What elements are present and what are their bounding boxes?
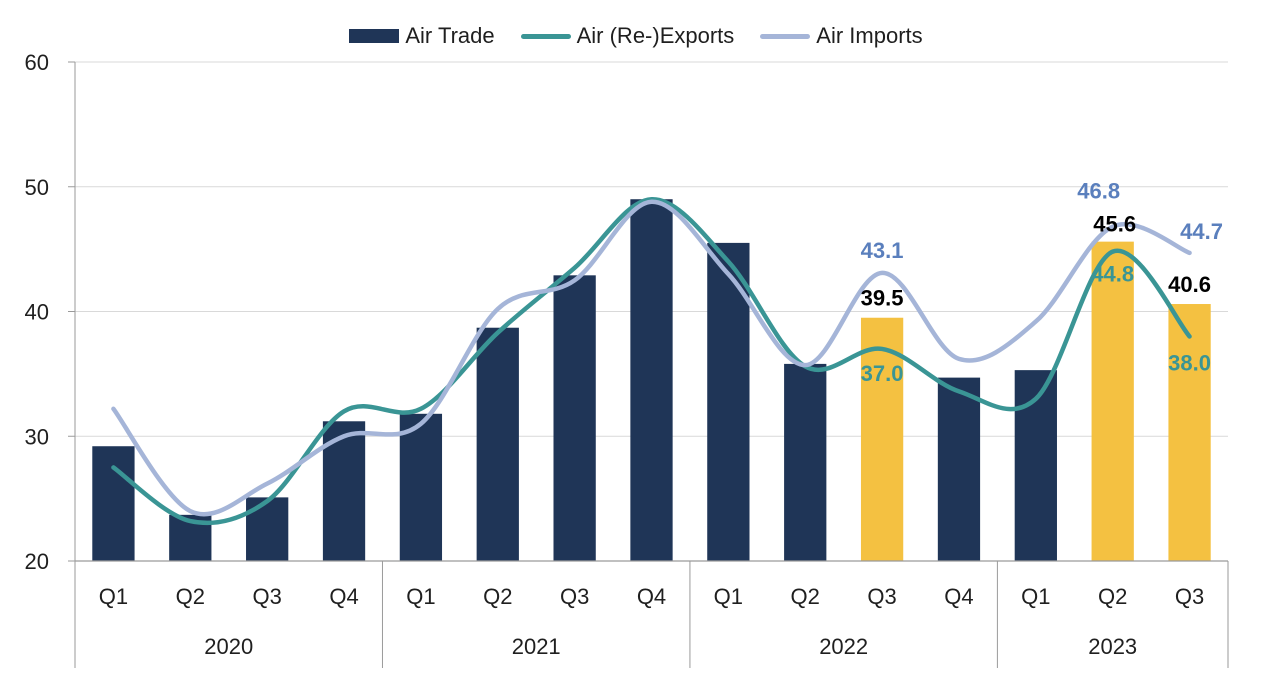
x-tick-label-quarter: Q2	[1098, 584, 1127, 609]
x-group-label-year: 2020	[204, 634, 253, 659]
x-tick-label-quarter: Q3	[252, 584, 281, 609]
x-group-label-year: 2023	[1088, 634, 1137, 659]
bar-air-trade	[938, 378, 980, 561]
x-tick-label-quarter: Q3	[1175, 584, 1204, 609]
x-tick-label-quarter: Q2	[483, 584, 512, 609]
x-tick-label-quarter: Q4	[944, 584, 973, 609]
data-label: 40.6	[1168, 272, 1211, 297]
x-tick-label-quarter: Q1	[406, 584, 435, 609]
x-tick-label-quarter: Q4	[637, 584, 666, 609]
bar-air-trade	[1092, 242, 1134, 561]
x-tick-label-quarter: Q2	[791, 584, 820, 609]
x-tick-label-quarter: Q2	[176, 584, 205, 609]
x-group-label-year: 2021	[512, 634, 561, 659]
bar-air-trade	[400, 414, 442, 561]
data-label: 44.7	[1180, 219, 1223, 244]
y-tick-label: 20	[25, 549, 49, 574]
bar-air-trade	[784, 364, 826, 561]
y-tick-label: 40	[25, 300, 49, 325]
y-tick-label: 30	[25, 424, 49, 449]
data-label: 43.1	[861, 238, 904, 263]
x-tick-label-quarter: Q3	[560, 584, 589, 609]
y-tick-label: 50	[25, 175, 49, 200]
data-label: 46.8	[1077, 179, 1120, 204]
bar-air-trade	[1168, 304, 1210, 561]
data-label: 38.0	[1168, 350, 1211, 375]
bar-air-trade	[553, 275, 595, 561]
y-tick-label: 60	[25, 50, 49, 75]
bar-air-trade	[92, 446, 134, 561]
x-group-label-year: 2022	[819, 634, 868, 659]
data-label: 37.0	[861, 361, 904, 386]
x-tick-label-quarter: Q3	[867, 584, 896, 609]
bar-air-trade	[246, 497, 288, 561]
x-tick-label-quarter: Q1	[1021, 584, 1050, 609]
x-tick-label-quarter: Q1	[714, 584, 743, 609]
data-label: 39.5	[861, 286, 904, 311]
x-tick-label-quarter: Q4	[329, 584, 358, 609]
data-label: 44.8	[1091, 262, 1134, 287]
x-tick-label-quarter: Q1	[99, 584, 128, 609]
data-label: 45.6	[1093, 212, 1136, 237]
bar-air-trade	[630, 199, 672, 561]
bar-air-trade	[477, 328, 519, 561]
